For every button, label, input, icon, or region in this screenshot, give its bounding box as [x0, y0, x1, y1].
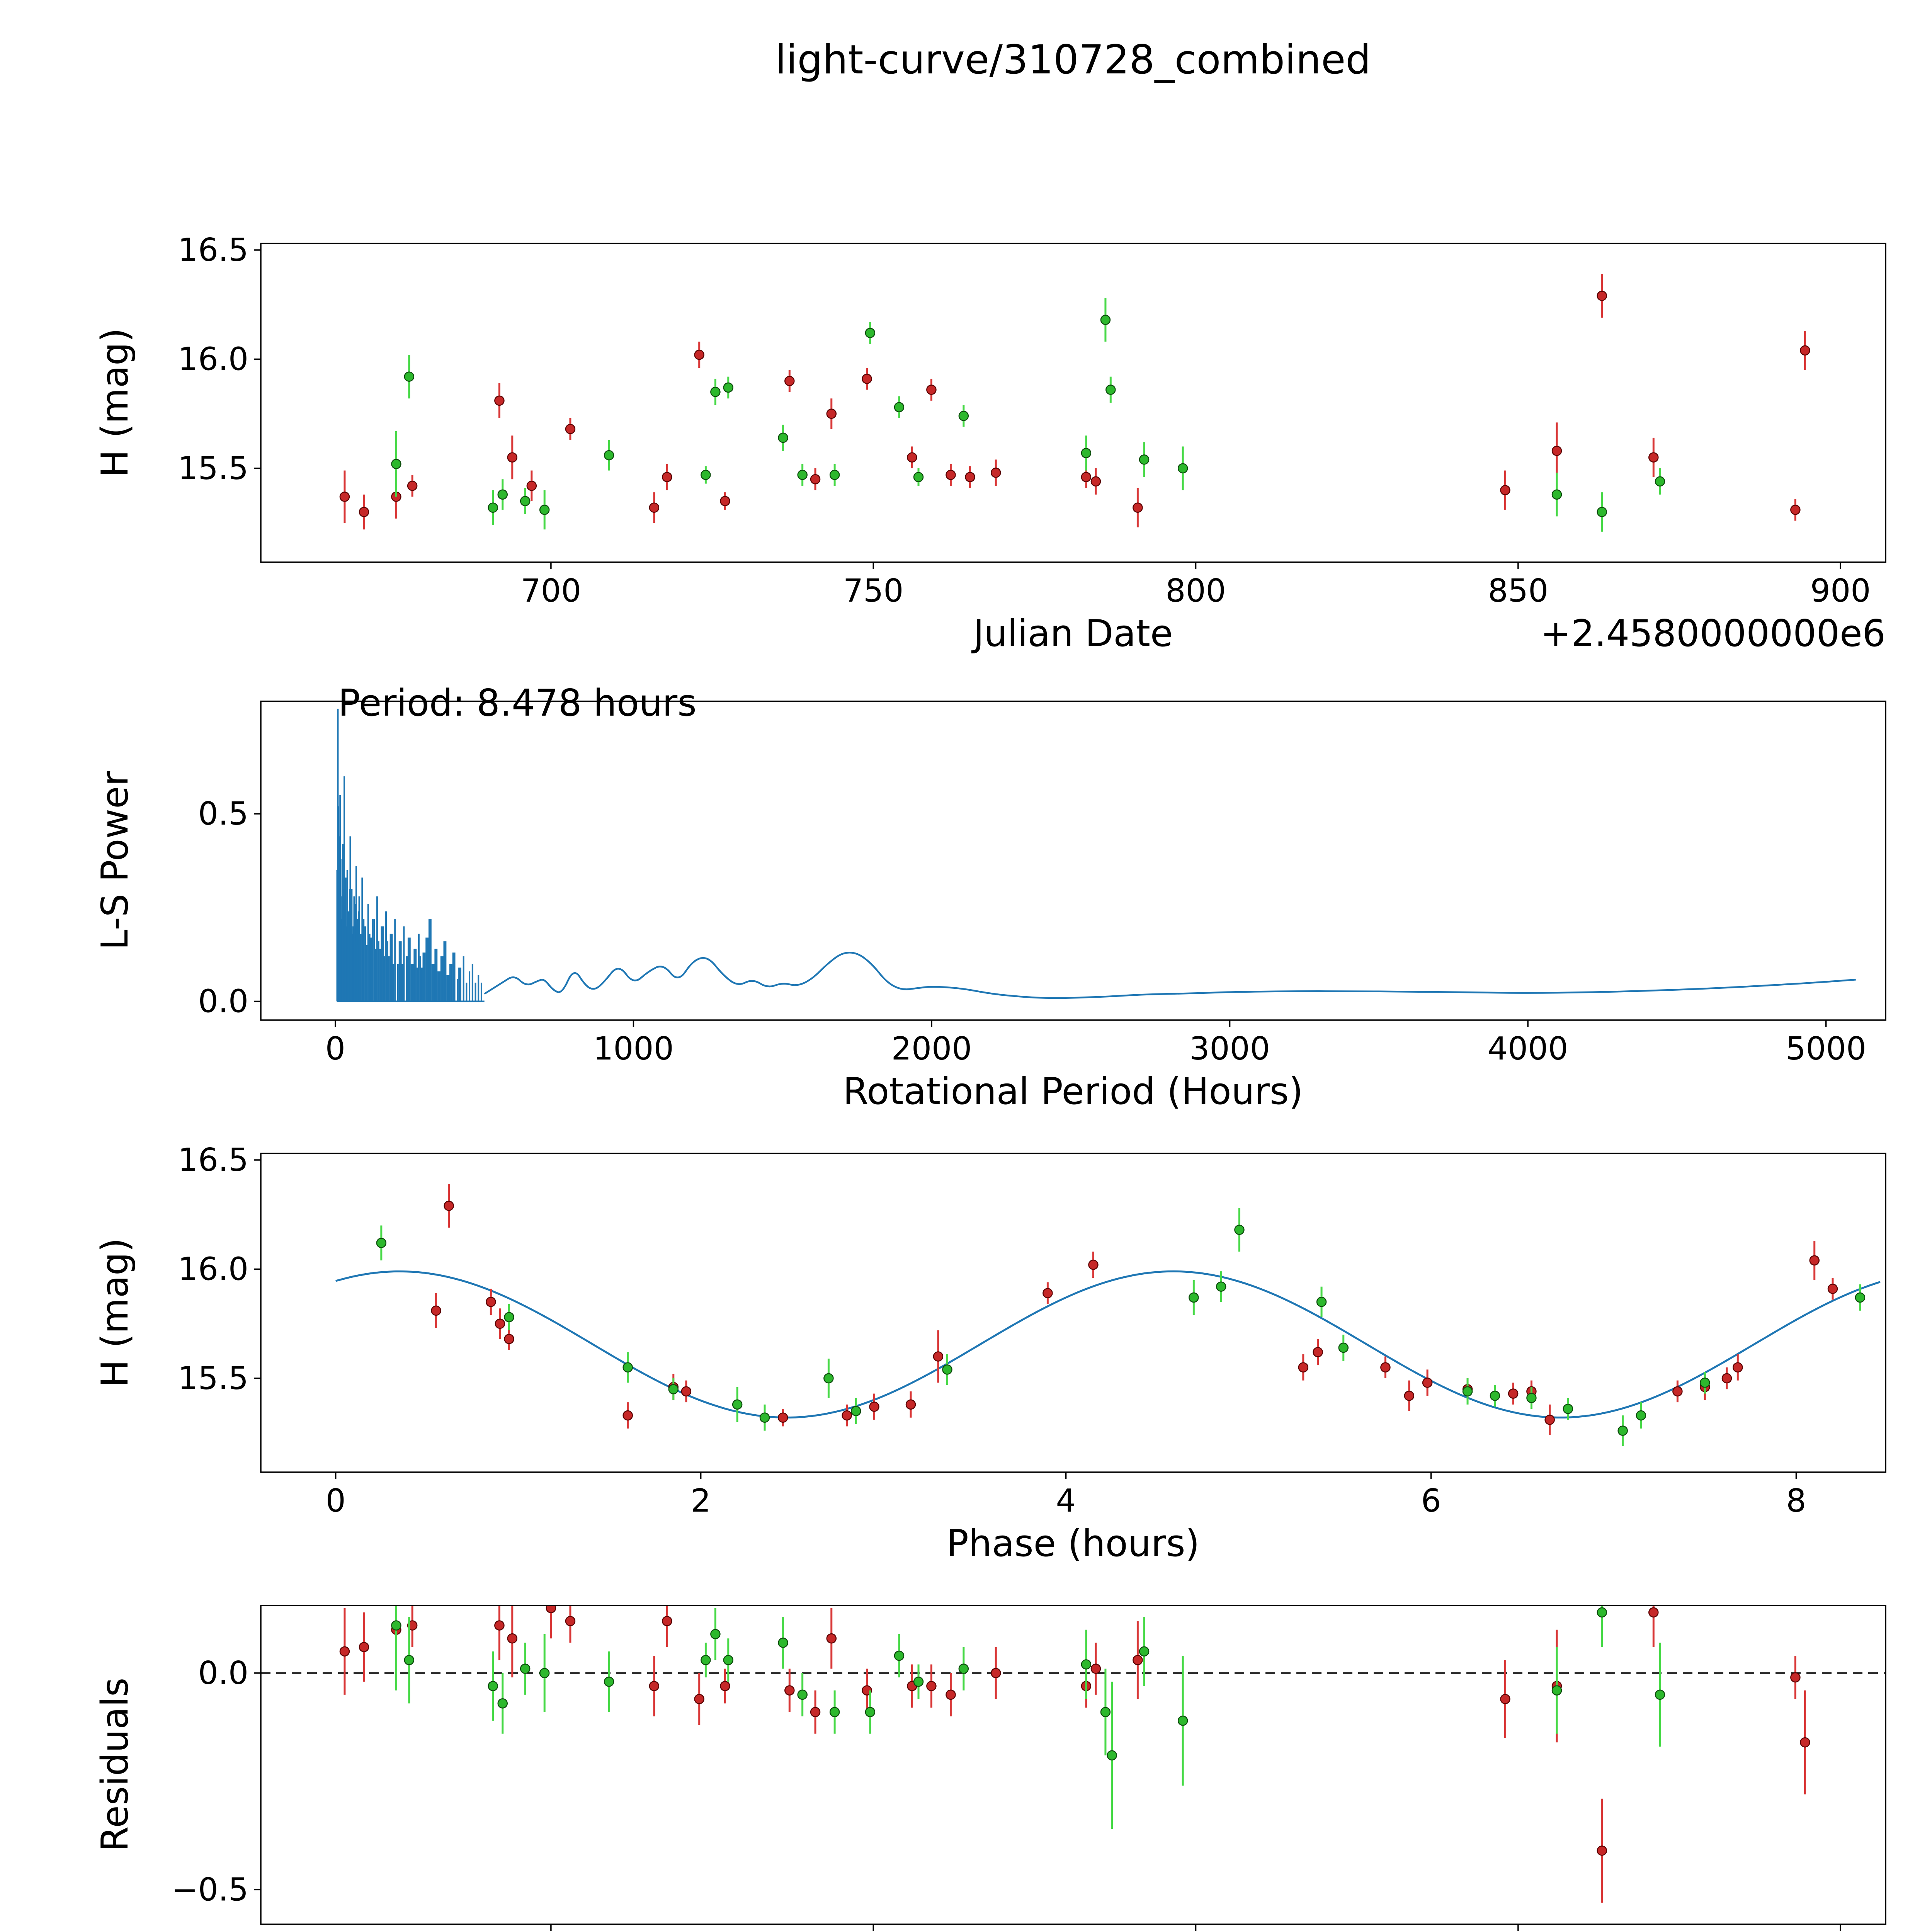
svg-text:15.5: 15.5	[178, 1360, 248, 1397]
svg-text:16.5: 16.5	[178, 1142, 248, 1179]
residuals-observatory-red-errorbars	[344, 1605, 1806, 1903]
svg-text:850: 850	[1488, 573, 1549, 609]
residuals-observatory-red-markers	[339, 1605, 1810, 1856]
svg-text:0: 0	[326, 1483, 346, 1519]
jd-magnitude-observatory-green-errorbars	[395, 298, 1661, 532]
jd-magnitude-observatory-red-errorbars	[344, 274, 1806, 530]
panel-jd-magnitude-ylabel: H (mag)	[94, 328, 136, 478]
panel-phased-curve: 0 2 4 6 8 15.5 16.0 16.5	[178, 1142, 1886, 1519]
svg-text:2: 2	[691, 1483, 711, 1519]
phased-light-curve-observatory-green-markers	[376, 1225, 1866, 1436]
svg-text:3000: 3000	[1189, 1031, 1270, 1067]
svg-text:16.5: 16.5	[178, 232, 248, 269]
panel-jd-magnitude-offset-text: +2.4580000000e6	[1540, 612, 1886, 655]
panel-phased-curve-xlabel: Phase (hours)	[946, 1522, 1199, 1565]
jd-magnitude-observatory-red-markers	[339, 291, 1810, 517]
panel-periodogram-xlabel: Rotational Period (Hours)	[843, 1070, 1303, 1113]
svg-text:700: 700	[521, 573, 582, 609]
phased-light-curve-observatory-green-errorbars	[380, 1208, 1861, 1446]
residuals-ticks: 7007508008509000.0−0.5	[172, 1655, 1841, 1931]
jd-magnitude-observatory-green-markers	[391, 315, 1665, 517]
phased-light-curve-observatory-red-markers	[431, 1201, 1838, 1425]
panel-periodogram: 0 1000 2000 3000 4000 5000 0.0 0.5	[198, 701, 1886, 1067]
periodogram-plot-area	[336, 709, 1856, 1002]
panel-phased-curve-ylabel: H (mag)	[94, 1238, 136, 1388]
svg-text:15.5: 15.5	[178, 450, 248, 487]
jd-magnitude-axes-frame	[260, 243, 1886, 563]
periodogram-ticks: 0 1000 2000 3000 4000 5000 0.0 0.5	[198, 796, 1866, 1067]
svg-text:−0.5: −0.5	[172, 1871, 248, 1908]
residuals-observatory-green-markers	[391, 1607, 1665, 1761]
phased-light-curve-ticks: 0 2 4 6 8 15.5 16.0 16.5	[178, 1142, 1806, 1519]
svg-text:0.5: 0.5	[198, 796, 248, 832]
svg-text:16.0: 16.0	[178, 341, 248, 378]
phased-light-curve-observatory-red-errorbars	[435, 1184, 1834, 1435]
panel-jd-magnitude: 700 750 800 850 900 15.5 16.0 16.5	[178, 232, 1886, 609]
panel-jd-magnitude-xlabel: Julian Date	[971, 612, 1173, 655]
periodogram-line	[336, 709, 1856, 1002]
svg-text:4: 4	[1056, 1483, 1076, 1519]
svg-text:8: 8	[1786, 1483, 1806, 1519]
svg-text:0: 0	[325, 1031, 345, 1067]
svg-text:900: 900	[1810, 573, 1871, 609]
svg-text:0.0: 0.0	[198, 983, 248, 1020]
svg-text:6: 6	[1421, 1483, 1441, 1519]
jd-magnitude-plot-area	[339, 274, 1810, 532]
svg-text:5000: 5000	[1786, 1031, 1866, 1067]
phased-light-curve-axes-frame	[260, 1153, 1886, 1473]
residuals-observatory-green-errorbars	[395, 1605, 1661, 1829]
residuals-plot-area	[261, 1605, 1886, 1903]
figure-title: light-curve/310728_combined	[775, 37, 1371, 83]
phased-light-curve-plot-area	[335, 1184, 1881, 1446]
period-annotation: Period: 8.478 hours	[338, 682, 697, 724]
panel-periodogram-ylabel: L-S Power	[94, 770, 136, 950]
panel-residuals-ylabel: Residuals	[94, 1678, 136, 1852]
panel-residuals: 7007508008509000.0−0.5	[172, 1605, 1886, 1931]
svg-text:0.0: 0.0	[198, 1655, 248, 1692]
svg-text:750: 750	[843, 573, 904, 609]
residuals-axes-frame	[260, 1605, 1886, 1925]
periodogram-axes-frame	[260, 701, 1886, 1021]
svg-text:1000: 1000	[593, 1031, 674, 1067]
fit-curve	[335, 1270, 1881, 1419]
svg-text:800: 800	[1165, 573, 1226, 609]
svg-text:16.0: 16.0	[178, 1251, 248, 1287]
svg-text:2000: 2000	[891, 1031, 972, 1067]
svg-text:4000: 4000	[1488, 1031, 1568, 1067]
jd-magnitude-ticks: 700 750 800 850 900 15.5 16.0 16.5	[178, 232, 1871, 609]
